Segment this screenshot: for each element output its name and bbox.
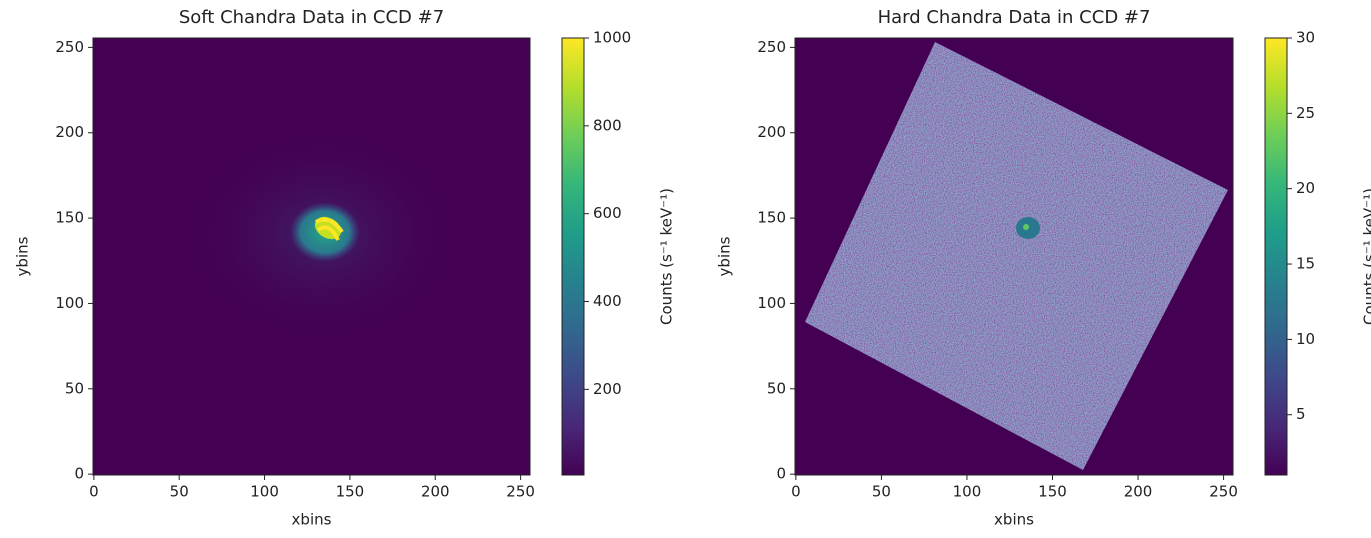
colorbar-tick-label: 5: [1296, 405, 1306, 423]
y-tick-label: 150: [55, 209, 84, 227]
colorbar-tick-label: 15: [1296, 255, 1315, 273]
colorbar-tick-label: 30: [1296, 29, 1315, 47]
colorbar-tick-label: 800: [593, 116, 622, 134]
plot-frame: [92, 37, 531, 476]
colorbar-tick-label: 400: [593, 292, 622, 310]
image-left: [93, 38, 530, 475]
chart-title: Soft Chandra Data in CCD #7: [179, 7, 444, 28]
colorbar: [1264, 37, 1288, 476]
colorbar: [561, 37, 585, 476]
y-axis-label: ybins: [716, 236, 734, 276]
x-tick-label: 150: [336, 483, 365, 501]
x-tick-label: 100: [953, 483, 982, 501]
colorbar-tick-label: 20: [1296, 179, 1315, 197]
y-tick-label: 200: [55, 123, 84, 141]
colorbar-tick-label: 10: [1296, 330, 1315, 348]
x-tick-label: 0: [89, 483, 99, 501]
x-tick-label: 250: [1209, 483, 1238, 501]
y-tick-label: 0: [74, 465, 84, 483]
colorbar-label: Counts (s⁻¹ keV⁻¹): [658, 188, 676, 325]
x-tick-label: 100: [250, 483, 279, 501]
y-tick-label: 100: [55, 294, 84, 312]
colorbar-tick-label: 600: [593, 204, 622, 222]
y-tick-label: 0: [776, 465, 786, 483]
y-tick-label: 200: [757, 123, 786, 141]
x-tick-label: 250: [506, 483, 535, 501]
y-axis-label: ybins: [14, 236, 32, 276]
colorbar-tick-label: 25: [1296, 104, 1315, 122]
chart-title: Hard Chandra Data in CCD #7: [878, 7, 1151, 28]
colorbar-tick-label: 1000: [593, 29, 631, 47]
y-tick-label: 250: [757, 38, 786, 56]
y-tick-label: 50: [65, 379, 84, 397]
x-tick-label: 150: [1038, 483, 1067, 501]
colorbar-label: Counts (s⁻¹ keV⁻¹): [1361, 188, 1371, 325]
image-right: [795, 38, 1233, 475]
x-axis-label: xbins: [292, 511, 332, 529]
y-tick-label: 250: [55, 38, 84, 56]
x-tick-label: 0: [791, 483, 801, 501]
y-tick-label: 100: [757, 294, 786, 312]
x-tick-label: 50: [170, 483, 189, 501]
y-tick-label: 150: [757, 209, 786, 227]
x-tick-label: 50: [872, 483, 891, 501]
colorbar-tick-label: 200: [593, 380, 622, 398]
plot-frame: [794, 37, 1234, 476]
y-tick-label: 50: [767, 379, 786, 397]
x-tick-label: 200: [1124, 483, 1153, 501]
x-axis-label: xbins: [994, 511, 1034, 529]
x-tick-label: 200: [421, 483, 450, 501]
